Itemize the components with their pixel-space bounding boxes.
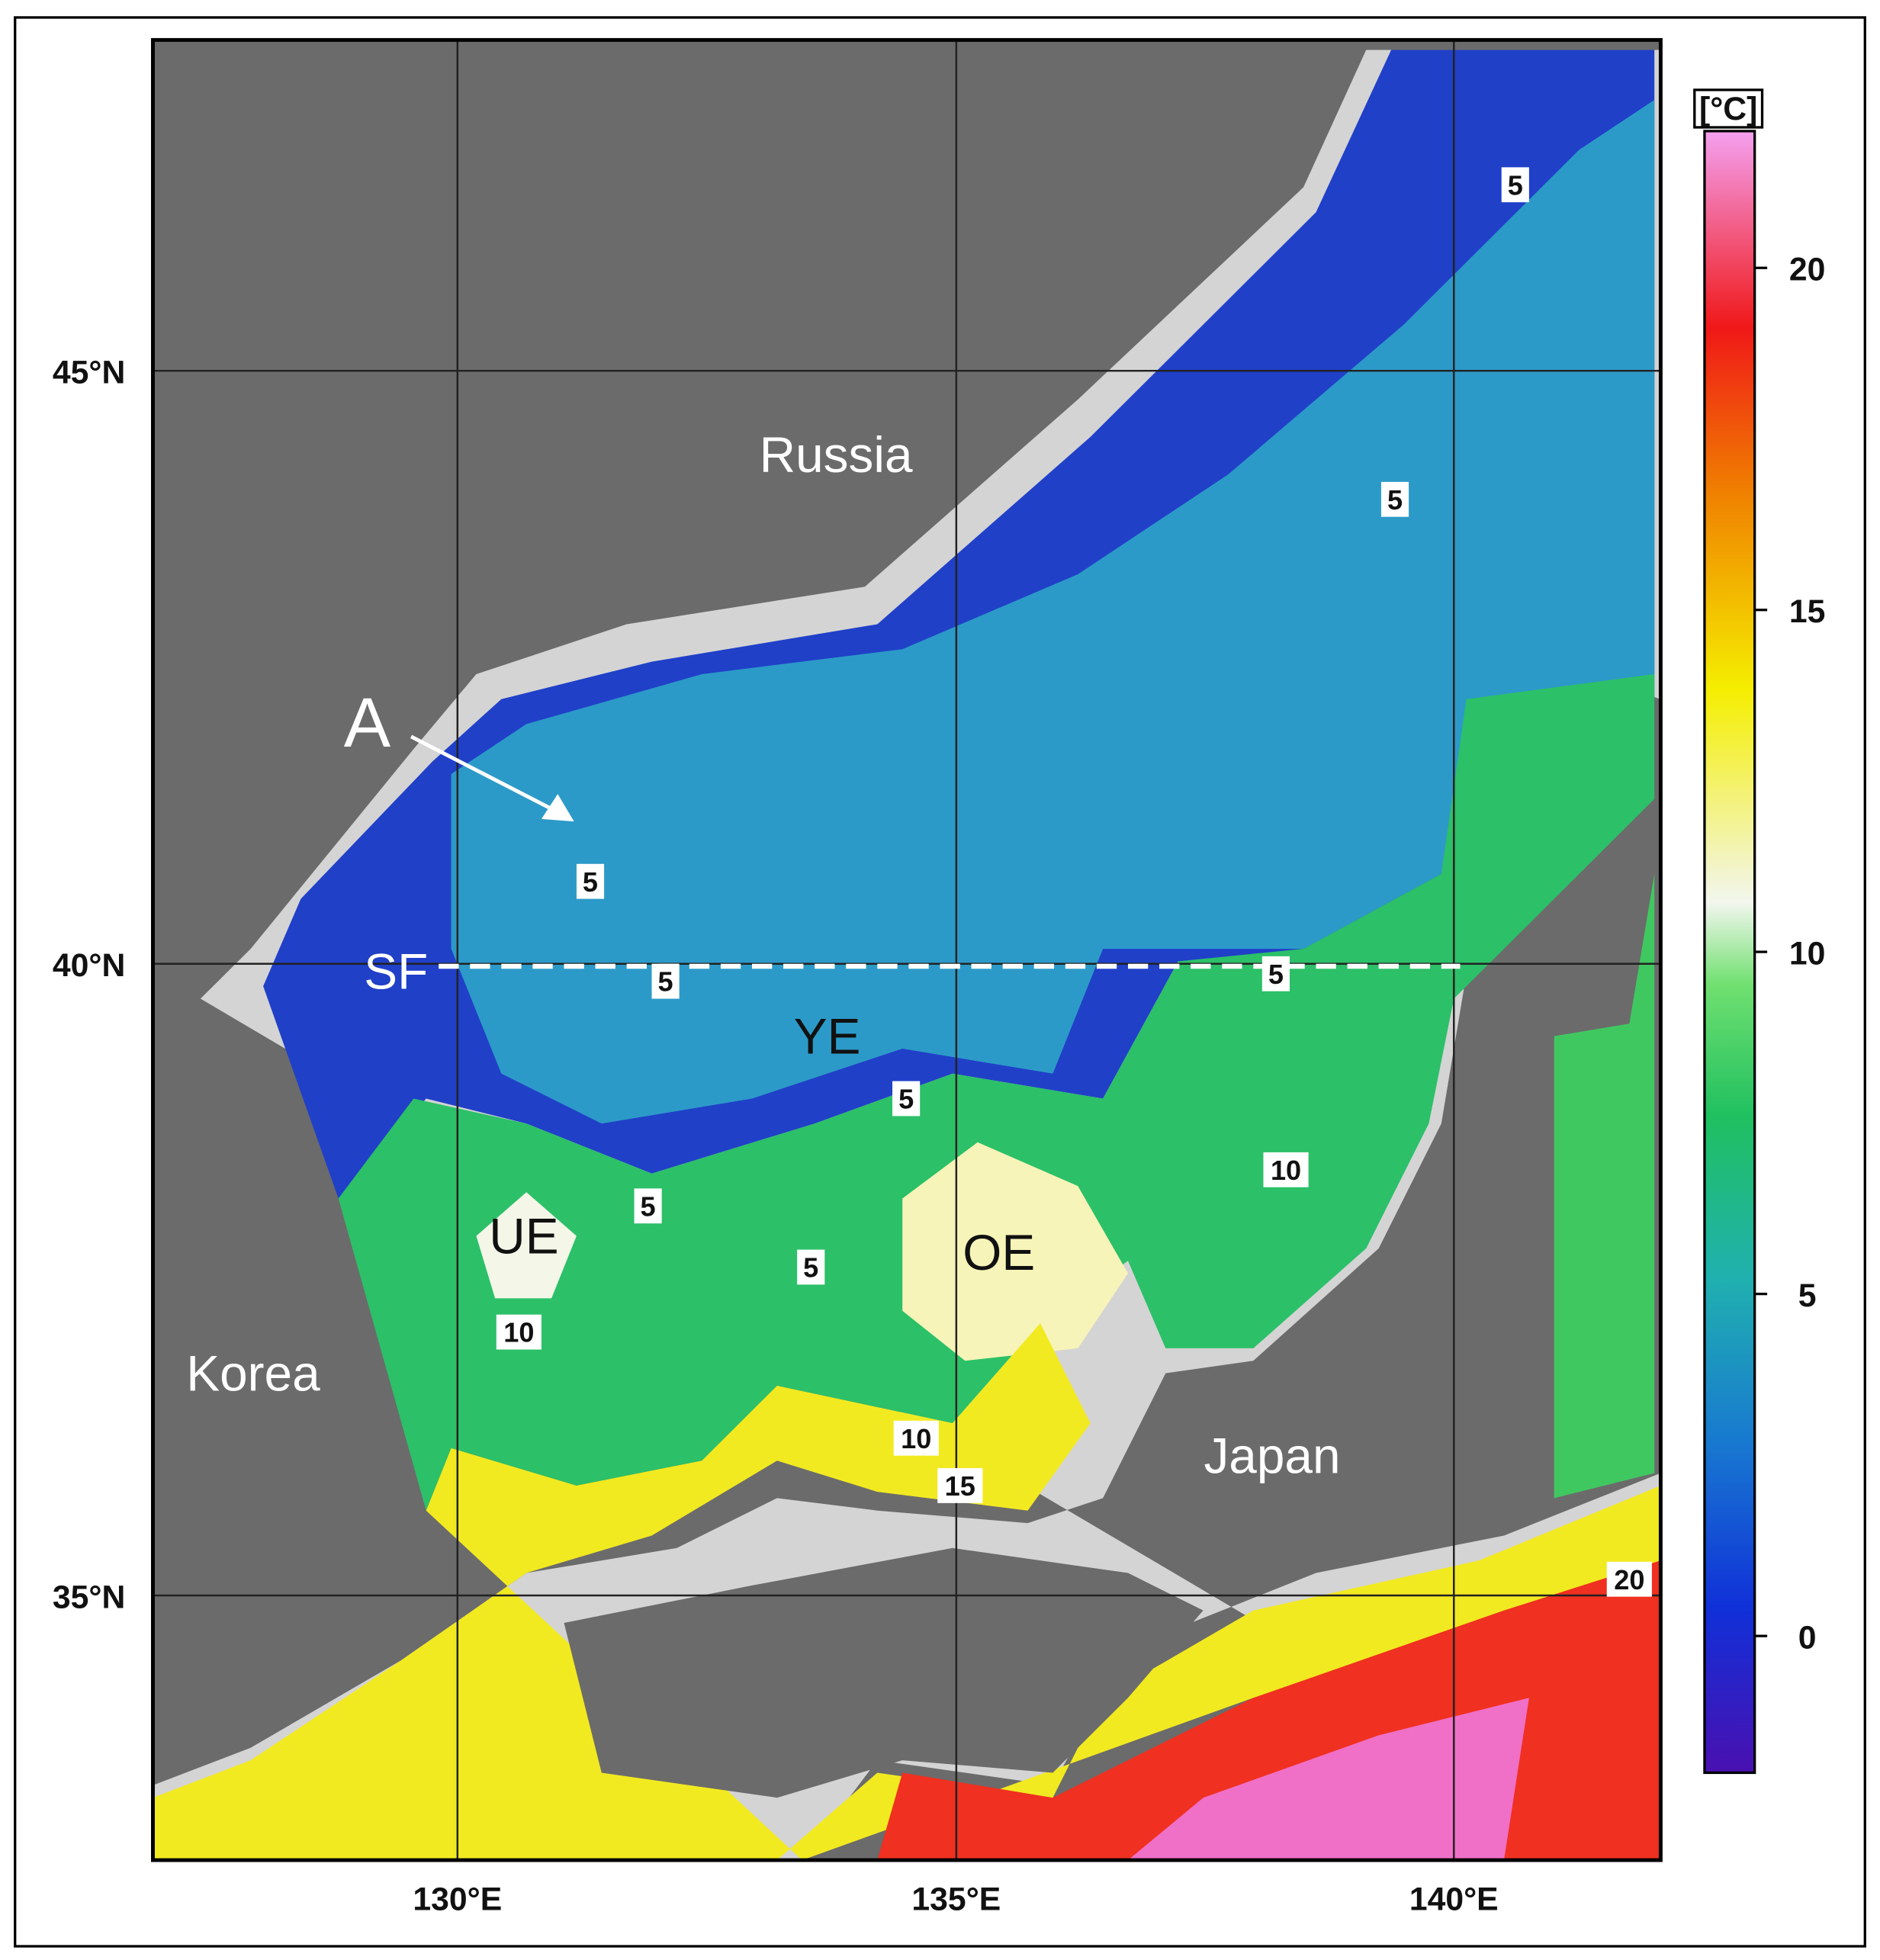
contour-label: 10: [1271, 1155, 1301, 1186]
contour-label-box: [937, 1468, 983, 1503]
contour-label-box: [892, 1081, 921, 1117]
grid: [153, 40, 1661, 1861]
feature-label: OE: [962, 1225, 1035, 1280]
contour-label: 5: [898, 1084, 914, 1115]
warm-water: [153, 1323, 1661, 1861]
place-label: Japan: [1204, 1428, 1340, 1484]
hot-core: [1128, 1698, 1529, 1861]
south-land: [564, 1547, 1204, 1798]
place-label: Korea: [186, 1346, 320, 1402]
feature-label: SF: [364, 944, 428, 1000]
unit-box: [1693, 88, 1764, 129]
place-label: Russia: [760, 427, 913, 483]
warm-core-ue: [476, 1192, 577, 1299]
colorbar-tick-label: 5: [1798, 1277, 1817, 1314]
outer-border: [14, 16, 1866, 1948]
lon-label: 130°E: [413, 1881, 502, 1918]
colorbar: [1703, 130, 1756, 1775]
warm-core-oe: [902, 1142, 1128, 1361]
contour-label: 5: [658, 966, 673, 998]
contour-label: 5: [1387, 484, 1403, 516]
mid-water: [338, 673, 1655, 1511]
map-area: [153, 40, 1661, 1861]
map-frame: [151, 37, 1663, 1862]
lat-label: 40°N: [53, 947, 125, 984]
contour-label-box: [1261, 956, 1290, 991]
arrow: [410, 734, 563, 816]
arrow-head: [541, 794, 574, 822]
contour-label: 10: [901, 1423, 931, 1454]
contour-label: 10: [503, 1317, 534, 1348]
colorbar-tick-label: 0: [1798, 1620, 1817, 1656]
colorbar-tick-label: 20: [1789, 252, 1826, 288]
contour-label: 5: [1268, 959, 1284, 990]
colorbar-tick-label: 15: [1789, 593, 1826, 630]
feature-label: YE: [794, 1009, 861, 1065]
contour-label-box: [496, 1314, 542, 1350]
feature-label: A: [344, 684, 391, 762]
feature-label: UE: [489, 1209, 558, 1264]
lat-label: 35°N: [53, 1579, 125, 1615]
lon-label: 140°E: [1409, 1881, 1499, 1918]
contour-label-box: [651, 963, 680, 999]
east-strip: [1554, 873, 1655, 1499]
lat-label: 45°N: [53, 355, 125, 391]
lon-label: 135°E: [911, 1881, 1001, 1918]
colorbar-tick-label: 10: [1789, 936, 1826, 972]
contour-label-box: [1606, 1561, 1652, 1597]
contour-label: 5: [583, 866, 598, 898]
contour-label: 15: [945, 1470, 975, 1502]
contour-label: 5: [641, 1190, 656, 1222]
contour-label-box: [1380, 481, 1409, 517]
contour-label-box: [634, 1188, 662, 1224]
colorbar-unit: [°C]: [1699, 91, 1757, 127]
contour-label: 5: [803, 1252, 818, 1284]
contour-label-box: [576, 863, 605, 899]
contour-label: 5: [1508, 169, 1523, 201]
contour-label-box: [1263, 1152, 1309, 1187]
contour-label-box: [1501, 167, 1529, 203]
contour-label-box: [893, 1420, 939, 1456]
cool-water: [451, 99, 1655, 1124]
contour-label-box: [797, 1249, 825, 1285]
contour-label: 20: [1614, 1564, 1644, 1595]
